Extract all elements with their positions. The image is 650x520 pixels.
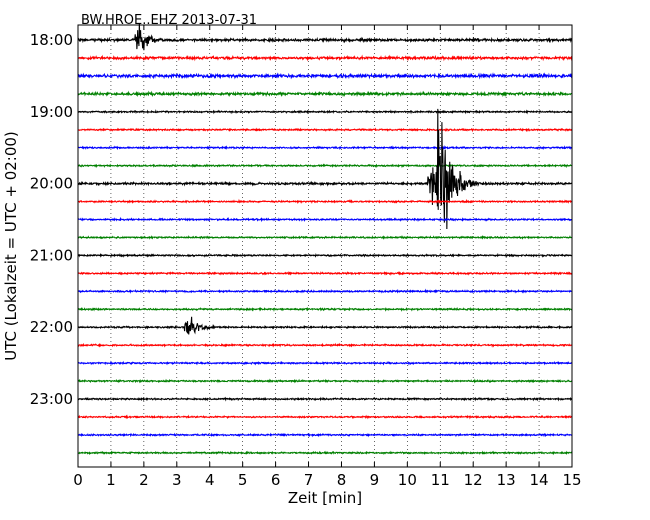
x-tick-label: 13 — [497, 471, 516, 489]
trace-2130 — [77, 288, 573, 294]
trace-2300 — [77, 396, 573, 402]
trace-group — [77, 23, 573, 456]
trace-2345 — [77, 450, 573, 456]
chart-title: BW.HROE..EHZ 2013-07-31 — [81, 13, 257, 28]
trace-2230 — [77, 360, 573, 366]
x-tick-label: 0 — [73, 471, 83, 489]
x-axis-ticks: 0 1 2 3 4 5 6 7 8 9 10 11 12 13 14 15 — [73, 25, 582, 489]
y-tick-label: 21:00 — [30, 246, 73, 264]
trace-1845 — [77, 90, 573, 98]
y-tick-label: 19:00 — [30, 103, 73, 121]
x-axis-label: Zeit [min] — [288, 489, 362, 507]
y-axis-ticks: 18:00 19:00 20:00 21:00 22:00 23:00 — [30, 31, 572, 408]
x-tick-label: 15 — [562, 471, 581, 489]
trace-2100 — [77, 252, 573, 258]
trace-2030 — [77, 216, 573, 223]
trace-2200 — [77, 316, 573, 335]
trace-1930 — [77, 145, 573, 151]
trace-2145 — [77, 306, 573, 312]
trace-1945 — [77, 163, 573, 169]
trace-2215 — [77, 342, 573, 348]
trace-2330 — [77, 432, 573, 438]
x-tick-label: 9 — [370, 471, 380, 489]
trace-2015 — [77, 198, 573, 205]
y-tick-label: 22:00 — [30, 318, 73, 336]
vertical-grid — [110, 25, 540, 467]
y-tick-label: 20:00 — [30, 175, 73, 193]
trace-1830 — [77, 72, 573, 80]
trace-2245 — [77, 378, 573, 384]
y-axis-label: UTC (Lokalzeit = UTC + 02:00) — [2, 131, 20, 361]
trace-1915 — [77, 127, 573, 133]
x-tick-label: 12 — [464, 471, 483, 489]
x-tick-label: 1 — [106, 471, 116, 489]
x-tick-label: 7 — [304, 471, 314, 489]
x-tick-label: 2 — [139, 471, 149, 489]
x-tick-label: 14 — [530, 471, 549, 489]
trace-2115 — [77, 270, 573, 276]
plot-frame — [77, 24, 573, 468]
trace-1800 — [77, 23, 573, 51]
x-tick-label: 8 — [337, 471, 347, 489]
x-tick-label: 10 — [398, 471, 417, 489]
x-tick-label: 6 — [271, 471, 281, 489]
x-tick-label: 5 — [238, 471, 248, 489]
trace-1900 — [77, 109, 573, 115]
y-tick-label: 18:00 — [30, 31, 73, 49]
y-tick-label: 23:00 — [30, 390, 73, 408]
trace-2045 — [77, 235, 573, 241]
trace-2315 — [77, 414, 573, 420]
x-tick-label: 3 — [172, 471, 182, 489]
x-tick-label: 11 — [431, 471, 450, 489]
trace-2000 — [77, 108, 573, 230]
trace-1815 — [77, 54, 573, 62]
x-tick-label: 4 — [205, 471, 215, 489]
